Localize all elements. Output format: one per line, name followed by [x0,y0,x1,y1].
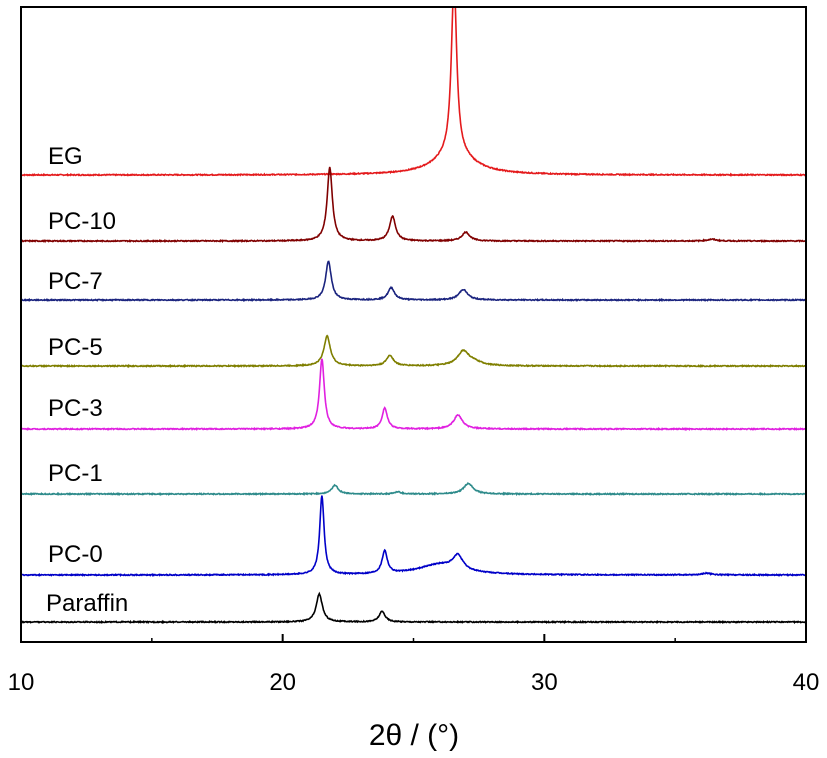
x-tick-label-40: 40 [793,669,820,696]
series-label-pc-0: PC-0 [48,541,103,568]
series-line-pc-7 [20,260,807,303]
x-axis-title: 2θ / (°) [369,719,459,752]
series-line-eg [20,6,807,177]
series-label-pc-1: PC-1 [48,460,103,487]
series-traces [20,6,807,625]
x-tick-label-10: 10 [8,669,35,696]
series-line-pc-0 [20,495,807,578]
series-labels: EG PC-10 PC-7 PC-5 PC-3 PC-1 PC-0 Paraffin [46,143,128,617]
x-axis-ticks: 10 20 30 40 [8,634,820,696]
series-label-pc-3: PC-3 [48,395,103,422]
series-line-pc-10 [20,166,807,244]
series-label-pc-7: PC-7 [48,268,103,295]
x-tick-label-20: 20 [269,669,296,696]
series-label-pc-10: PC-10 [48,208,116,235]
series-line-pc-3 [20,358,807,432]
series-line-paraffin [20,591,807,625]
x-tick-label-30: 30 [531,669,558,696]
series-label-paraffin: Paraffin [46,590,128,617]
series-line-pc-1 [20,481,807,497]
plot-frame [20,6,807,643]
series-line-pc-5 [20,334,807,369]
series-label-eg: EG [48,143,83,170]
series-label-pc-5: PC-5 [48,334,103,361]
